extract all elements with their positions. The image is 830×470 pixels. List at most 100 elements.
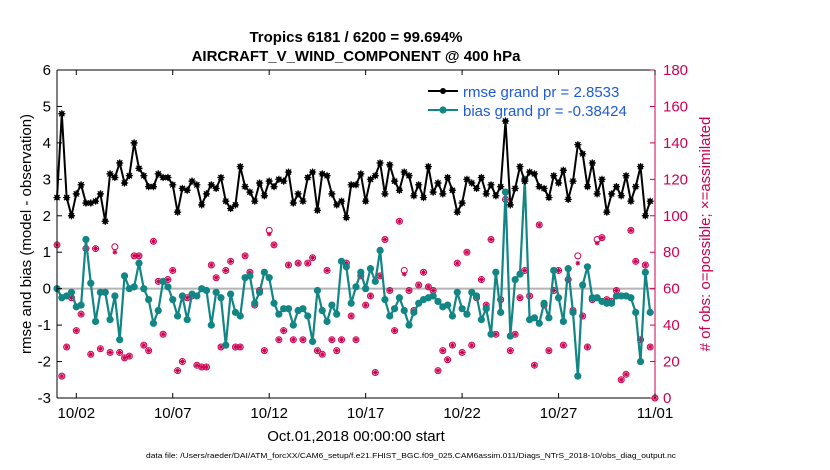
bias-point: [400, 306, 408, 315]
rmse-point-star: [202, 190, 211, 198]
bias-point: [270, 299, 278, 307]
obs-assimilated-point: [233, 344, 238, 350]
x-tick-label: 10/12: [250, 405, 288, 422]
obs-possible-point: [72, 327, 80, 335]
rmse-point-star: [511, 184, 519, 193]
rmse-point-star: [627, 197, 635, 205]
obs-assimilated-point: [618, 377, 624, 383]
bias-point: [87, 279, 95, 287]
rmse-point-star: [251, 197, 259, 205]
y2-tick-label: 100: [663, 208, 688, 225]
rmse-point-star: [439, 190, 447, 198]
rmse-point-star: [149, 183, 158, 191]
rmse-point-star: [342, 214, 350, 222]
rmse-point-star: [275, 175, 283, 183]
bias-point: [559, 317, 567, 326]
obs-assimilated-point: [290, 337, 296, 343]
obs-assimilated-point: [546, 348, 552, 354]
bias-point: [646, 308, 654, 316]
obs-assimilated-point: [488, 237, 494, 242]
bias-point: [352, 283, 360, 291]
obs-possible-point: [477, 276, 485, 284]
bias-point: [178, 292, 186, 300]
rmse-point-star: [526, 168, 534, 176]
rmse-point-star: [535, 183, 543, 191]
obs-assimilated-point: [228, 258, 234, 264]
obs-assimilated-point: [363, 302, 369, 308]
obs-assimilated-point: [146, 348, 152, 354]
obs-assimilated-point: [199, 364, 205, 370]
bias-point: [116, 336, 124, 344]
obs-assimilated-point: [165, 277, 171, 282]
bias-point: [410, 308, 418, 316]
obs-assimilated-point: [343, 260, 349, 266]
obs-assimilated-point: [507, 348, 513, 354]
obs-assimilated-point: [633, 258, 639, 264]
bias-point: [309, 337, 317, 346]
rmse-point-star: [125, 172, 133, 180]
rmse-point-star: [318, 170, 326, 178]
obs-assimilated-point: [78, 311, 84, 317]
rmse-point-star: [371, 172, 379, 180]
obs-assimilated-point: [184, 295, 190, 301]
bias-point: [641, 268, 649, 276]
chart-title: Tropics 6181 / 6200 = 99.694%: [249, 29, 462, 46]
obs-assimilated-point: [647, 344, 653, 350]
obs-assimilated-point: [281, 328, 287, 333]
bias-point: [169, 296, 177, 304]
bias-point: [106, 316, 114, 324]
obs-assimilated-point: [353, 337, 359, 343]
rmse-point-star: [183, 186, 191, 194]
bias-point: [636, 357, 645, 366]
rmse-point-star: [636, 162, 645, 171]
obs-possible-point: [111, 243, 119, 251]
bias-point: [111, 292, 119, 300]
rmse-point-star: [116, 159, 124, 167]
rmse-point-star: [164, 173, 172, 182]
rmse-point-star: [583, 183, 592, 191]
obs-assimilated-point: [464, 249, 470, 255]
obs-possible-point: [516, 294, 524, 302]
bias-point: [497, 308, 505, 316]
rmse-point-star: [265, 177, 273, 185]
obs-assimilated-point: [64, 344, 70, 350]
rmse-point-star: [193, 181, 201, 189]
bias-point: [458, 305, 466, 313]
x-tick-label: 11/01: [637, 405, 673, 422]
bias-point: [395, 294, 403, 302]
obs-assimilated-point: [532, 362, 537, 368]
obs-assimilated-point: [160, 331, 166, 337]
obs-assimilated-point: [218, 344, 224, 350]
y2-tick-label: 140: [663, 135, 688, 152]
bias-point: [482, 305, 490, 313]
plot-area: [57, 70, 655, 398]
bias-point: [67, 288, 76, 296]
obs-assimilated-point: [614, 288, 619, 293]
rmse-point-star: [169, 181, 177, 189]
obs-possible-point: [627, 226, 635, 234]
obs-possible-point: [260, 347, 268, 355]
rmse-point-star: [58, 110, 66, 118]
x-tick-label: 10/22: [443, 405, 481, 422]
rmse-point-star: [564, 195, 572, 203]
rmse-point-star: [323, 172, 331, 180]
obs-possible-point: [391, 327, 399, 335]
bias-point: [313, 286, 322, 295]
bias-point: [540, 299, 548, 307]
obs-possible-point: [574, 252, 582, 260]
obs-assimilated-point: [560, 342, 566, 348]
bias-point: [511, 275, 519, 284]
bias-point: [362, 285, 370, 293]
rmse-point-star: [294, 190, 302, 198]
obs-assimilated-point: [223, 268, 229, 273]
obs-assimilated-point: [315, 348, 320, 354]
bias-point: [371, 277, 379, 285]
obs-possible-point: [77, 310, 85, 318]
bias-point: [328, 301, 336, 309]
rmse-point-star: [434, 179, 442, 187]
bias-point: [357, 268, 365, 276]
rmse-point-star: [96, 190, 105, 198]
bias-point: [193, 292, 201, 300]
rmse-point-star: [410, 192, 418, 200]
